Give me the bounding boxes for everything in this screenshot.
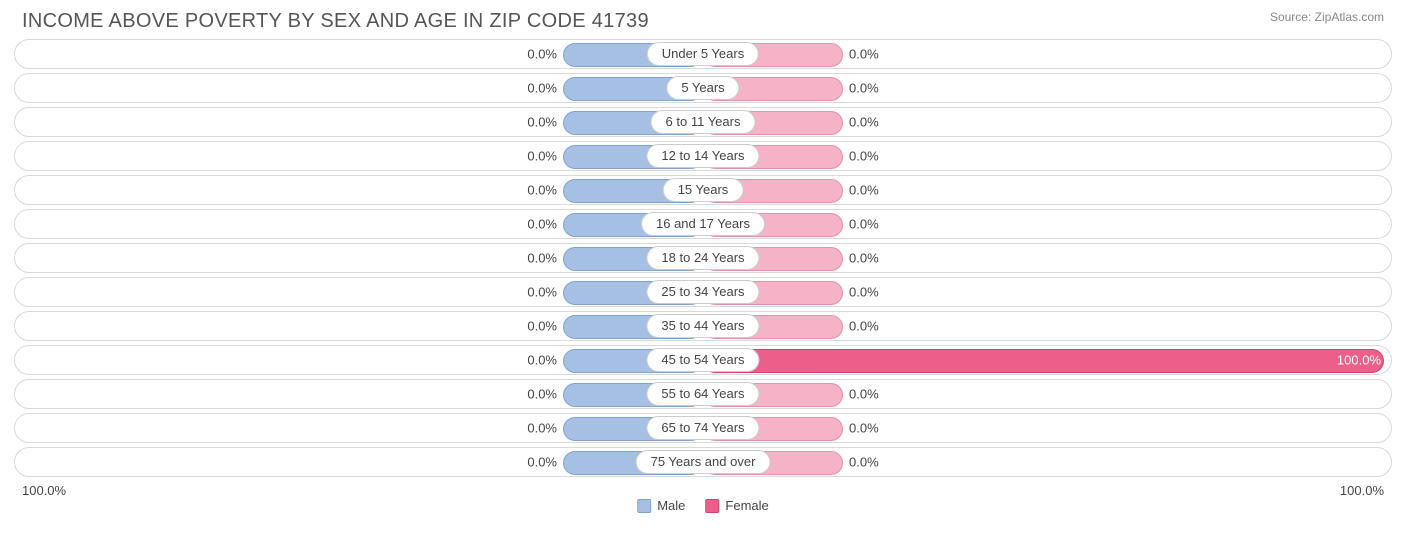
chart-row: 45 to 54 Years 0.0% 100.0% [14, 345, 1392, 375]
chart-row: 6 to 11 Years 0.0% 0.0% [14, 107, 1392, 137]
male-value-label: 0.0% [527, 149, 557, 164]
chart-row: 5 Years 0.0% 0.0% [14, 73, 1392, 103]
male-value-label: 0.0% [527, 217, 557, 232]
female-value-label: 0.0% [849, 217, 879, 232]
female-value-label: 0.0% [849, 183, 879, 198]
chart-row: 12 to 14 Years 0.0% 0.0% [14, 141, 1392, 171]
female-value-label: 0.0% [849, 81, 879, 96]
chart-source: Source: ZipAtlas.com [1270, 10, 1384, 24]
chart-row: 25 to 34 Years 0.0% 0.0% [14, 277, 1392, 307]
legend-item-female: Female [705, 498, 768, 513]
age-label: 6 to 11 Years [651, 110, 756, 134]
age-label: 55 to 64 Years [646, 382, 759, 406]
male-swatch-icon [637, 499, 651, 513]
age-label: 16 and 17 Years [641, 212, 765, 236]
chart-area: Under 5 Years0.0%0.0%5 Years0.0%0.0%6 to… [0, 39, 1406, 477]
chart-row: Under 5 Years 0.0% 0.0% [14, 39, 1392, 69]
male-value-label: 0.0% [527, 47, 557, 62]
age-label: 35 to 44 Years [646, 314, 759, 338]
chart-row: 65 to 74 Years 0.0% 0.0% [14, 413, 1392, 443]
age-label: 5 Years [666, 76, 739, 100]
female-value-label: 0.0% [849, 115, 879, 130]
female-value-label: 0.0% [849, 149, 879, 164]
chart-header: INCOME ABOVE POVERTY BY SEX AND AGE IN Z… [0, 0, 1406, 39]
male-value-label: 0.0% [527, 353, 557, 368]
female-value-label: 0.0% [849, 285, 879, 300]
male-value-label: 0.0% [527, 455, 557, 470]
male-value-label: 0.0% [527, 285, 557, 300]
chart-row: 15 Years 0.0% 0.0% [14, 175, 1392, 205]
chart-row: 35 to 44 Years 0.0% 0.0% [14, 311, 1392, 341]
chart-title: INCOME ABOVE POVERTY BY SEX AND AGE IN Z… [22, 10, 649, 33]
female-value-label: 0.0% [849, 455, 879, 470]
legend-male-label: Male [657, 498, 685, 513]
chart-row: 16 and 17 Years 0.0% 0.0% [14, 209, 1392, 239]
male-value-label: 0.0% [527, 251, 557, 266]
female-value-label: 100.0% [1337, 353, 1381, 368]
axis-labels: 100.0% 100.0% [0, 481, 1406, 498]
age-label: 75 Years and over [636, 450, 771, 474]
age-label: 12 to 14 Years [646, 144, 759, 168]
chart-row: 55 to 64 Years 0.0% 0.0% [14, 379, 1392, 409]
female-value-label: 0.0% [849, 251, 879, 266]
female-value-label: 0.0% [849, 47, 879, 62]
male-value-label: 0.0% [527, 81, 557, 96]
female-value-label: 0.0% [849, 319, 879, 334]
male-value-label: 0.0% [527, 183, 557, 198]
legend-female-label: Female [725, 498, 768, 513]
male-value-label: 0.0% [527, 421, 557, 436]
age-label: 65 to 74 Years [646, 416, 759, 440]
age-label: 15 Years [663, 178, 744, 202]
legend-item-male: Male [637, 498, 685, 513]
female-swatch-icon [705, 499, 719, 513]
age-label: 45 to 54 Years [646, 348, 759, 372]
chart-footer: 100.0% 100.0% Male Female [0, 481, 1406, 503]
chart-row: 75 Years and over 0.0% 0.0% [14, 447, 1392, 477]
age-label: Under 5 Years [647, 42, 759, 66]
male-value-label: 0.0% [527, 387, 557, 402]
legend: Male Female [637, 498, 769, 513]
male-value-label: 0.0% [527, 115, 557, 130]
age-label: 18 to 24 Years [646, 246, 759, 270]
age-label: 25 to 34 Years [646, 280, 759, 304]
axis-right-label: 100.0% [1340, 483, 1384, 498]
male-value-label: 0.0% [527, 319, 557, 334]
female-value-label: 0.0% [849, 421, 879, 436]
female-value-label: 0.0% [849, 387, 879, 402]
axis-left-label: 100.0% [22, 483, 66, 498]
female-bar [703, 349, 1384, 373]
chart-row: 18 to 24 Years 0.0% 0.0% [14, 243, 1392, 273]
